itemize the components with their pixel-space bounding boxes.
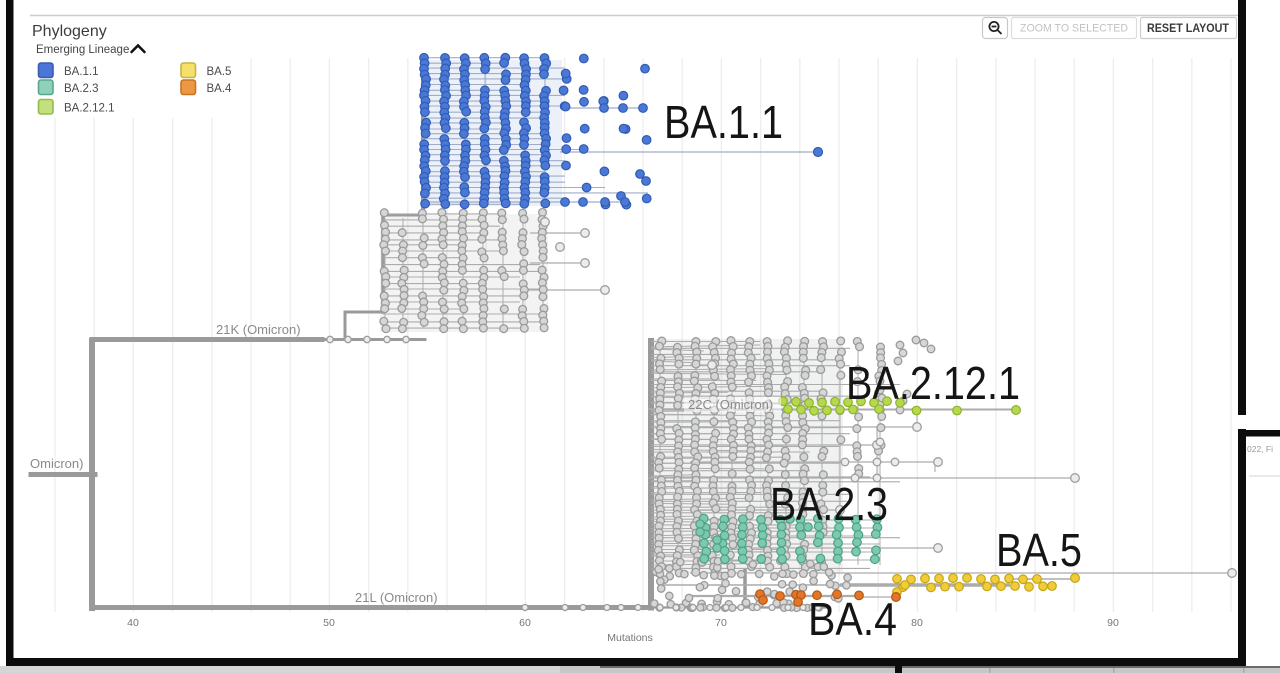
svg-text:BA.2.3: BA.2.3 xyxy=(770,478,888,530)
svg-text:Omicron): Omicron) xyxy=(30,456,83,471)
svg-text:BA.4: BA.4 xyxy=(808,593,897,645)
svg-text:Mutations: Mutations xyxy=(607,632,653,644)
svg-text:022, Fi: 022, Fi xyxy=(1247,444,1273,454)
svg-text:BA.5: BA.5 xyxy=(996,524,1082,576)
svg-text:BA.2.12.1: BA.2.12.1 xyxy=(846,357,1020,409)
svg-text:Emerging Lineage: Emerging Lineage xyxy=(36,44,129,56)
svg-text:21L (Omicron): 21L (Omicron) xyxy=(355,590,438,605)
svg-text:70: 70 xyxy=(715,617,727,629)
svg-text:RESET LAYOUT: RESET LAYOUT xyxy=(1147,23,1229,35)
svg-text:BA.1.1: BA.1.1 xyxy=(664,96,783,148)
svg-text:BA.2.3: BA.2.3 xyxy=(64,83,99,95)
svg-text:BA.2.12.1: BA.2.12.1 xyxy=(64,103,115,115)
svg-text:60: 60 xyxy=(519,617,531,629)
svg-text:22C (Omicron): 22C (Omicron) xyxy=(688,397,773,412)
svg-text:40: 40 xyxy=(127,617,139,629)
svg-text:90: 90 xyxy=(1107,617,1119,629)
svg-text:Phylogeny: Phylogeny xyxy=(32,23,107,40)
svg-text:21K (Omicron): 21K (Omicron) xyxy=(216,322,301,337)
svg-text:ZOOM TO SELECTED: ZOOM TO SELECTED xyxy=(1020,23,1128,35)
svg-text:BA.5: BA.5 xyxy=(207,66,232,78)
svg-text:BA.4: BA.4 xyxy=(207,83,233,95)
svg-text:50: 50 xyxy=(323,617,335,629)
svg-text:80: 80 xyxy=(911,617,923,629)
svg-text:BA.1.1: BA.1.1 xyxy=(64,66,99,78)
